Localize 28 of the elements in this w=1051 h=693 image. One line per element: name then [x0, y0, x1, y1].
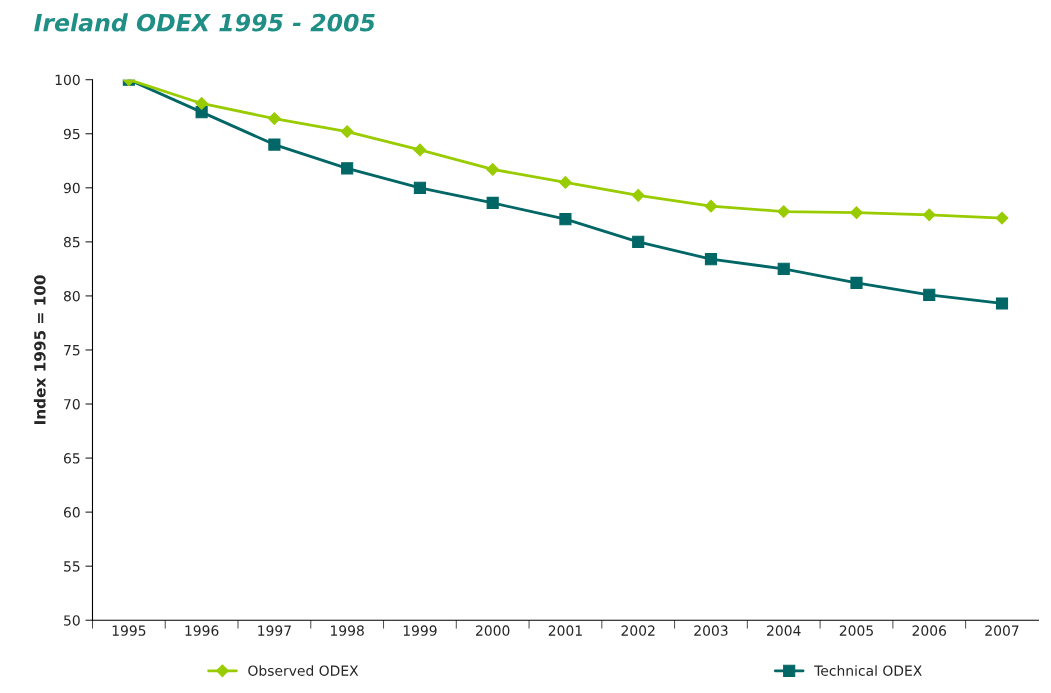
x-tick-label: 2002: [621, 625, 655, 636]
y-tick-label: 80: [63, 290, 80, 302]
x-tick-label: 1995: [112, 625, 146, 636]
x-tick-label: 2006: [912, 625, 947, 636]
chart-title: Ireland ODEX 1995 - 2005: [34, 13, 375, 32]
y-tick-label: 60: [63, 507, 80, 518]
legend-label: Technical ODEX: [814, 665, 922, 676]
x-tick-label: 2000: [476, 625, 510, 636]
y-tick-label: 50: [64, 615, 80, 626]
x-tick-label: 2005: [839, 625, 873, 636]
x-tick-label: 1997: [258, 625, 291, 636]
y-tick-label: 65: [63, 453, 80, 464]
y-tick-label: 85: [63, 236, 80, 248]
x-tick-label: 1999: [403, 625, 437, 636]
y-axis-title: Index 1995 = 100: [33, 275, 46, 424]
y-tick-label: 70: [64, 398, 80, 410]
y-tick-label: 100: [55, 74, 80, 86]
y-tick-label: 90: [63, 182, 80, 194]
x-tick-label: 2004: [767, 625, 801, 636]
y-tick-label: 75: [64, 345, 80, 356]
x-tick-label: 1996: [185, 625, 219, 636]
y-tick-label: 95: [63, 128, 80, 140]
x-tick-label: 2001: [548, 625, 582, 636]
legend-label: Observed ODEX: [248, 665, 359, 676]
x-tick-label: 1998: [331, 625, 364, 636]
x-tick-label: 2003: [694, 625, 728, 636]
x-tick-label: 2007: [985, 625, 1019, 636]
y-tick-label: 55: [64, 561, 80, 572]
